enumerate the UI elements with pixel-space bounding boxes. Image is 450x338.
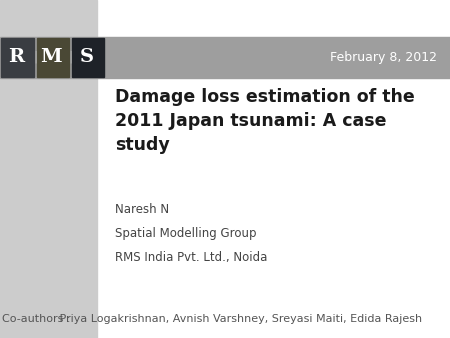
Text: Spatial Modelling Group: Spatial Modelling Group [115, 227, 256, 240]
Bar [36, 38, 69, 77]
Text: Co-authors :: Co-authors : [2, 314, 71, 324]
Text: |: | [33, 51, 37, 64]
Text: |: | [68, 51, 72, 64]
Text: R: R [8, 48, 24, 67]
Text: February 8, 2012: February 8, 2012 [329, 51, 436, 64]
Text: S: S [79, 48, 93, 67]
Text: M: M [40, 48, 62, 67]
Text: Naresh N: Naresh N [115, 203, 169, 216]
Bar [0, 0, 97, 338]
Text: Damage loss estimation of the
2011 Japan tsunami: A case
study: Damage loss estimation of the 2011 Japan… [115, 88, 414, 154]
Bar [0, 37, 450, 78]
Text: RMS India Pvt. Ltd., Noida: RMS India Pvt. Ltd., Noida [115, 251, 267, 264]
Bar [1, 38, 34, 77]
Bar [72, 38, 104, 77]
Text: Priya Logakrishnan, Avnish Varshney, Sreyasi Maiti, Edida Rajesh: Priya Logakrishnan, Avnish Varshney, Sre… [56, 314, 423, 324]
